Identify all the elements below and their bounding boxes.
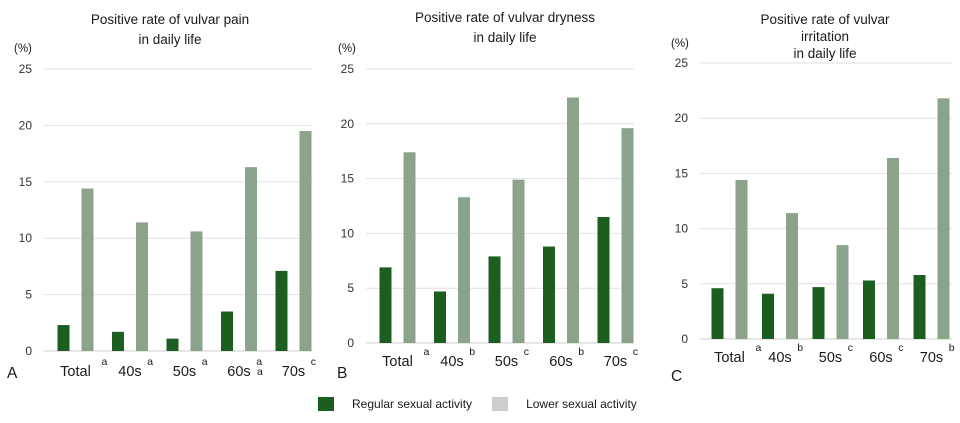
panel-a-bar-lower-50s — [190, 231, 203, 351]
panel-c-category-superscript: b — [949, 342, 955, 354]
panel-a-panel-letter: A — [7, 365, 18, 382]
panel-a-ytick-label: 10 — [19, 231, 33, 245]
panel-a-category-label: 60s — [227, 364, 250, 380]
panel-a-ytick-label: 0 — [25, 344, 32, 358]
panel-c-bar-lower-40s — [786, 213, 798, 339]
panel-a-ylabel: (%) — [14, 43, 32, 55]
panel-c-bar-regular-70s — [913, 274, 926, 339]
panel-a-category-superscript: a — [256, 356, 262, 368]
panel-b-title-line: in daily life — [473, 30, 536, 45]
panel-a-category-label: 50s — [173, 364, 196, 380]
panel-b-category-superscript: c — [633, 346, 638, 358]
panel-a-bar-regular-70s — [275, 270, 288, 351]
panel-b-bar-regular-total — [379, 267, 392, 343]
panel-a-bar-regular-60s — [221, 311, 233, 351]
panel-c-category-label: Total — [714, 350, 745, 366]
panel-c-ytick-label: 10 — [675, 222, 689, 236]
panel-b-bar-regular-60s — [543, 246, 555, 343]
panel-a-bar-lower-total — [81, 188, 94, 351]
panel-c-category-label: 60s — [869, 350, 892, 366]
panel-b-bar-lower-40s — [458, 197, 470, 343]
panel-c-category-superscript: c — [898, 342, 903, 354]
panel-a-title-line: in daily life — [138, 32, 201, 47]
panel-b-category-superscript: b — [469, 346, 475, 358]
panel-c-ytick-label: 25 — [675, 56, 689, 70]
panel-c-title-line: Positive rate of vulvar — [760, 12, 890, 27]
panel-a-category-label: 70s — [282, 364, 305, 380]
panel-c-title-line: in daily life — [793, 46, 856, 61]
panel-b-ytick-label: 5 — [347, 281, 354, 295]
panel-a-bar-regular-40s — [112, 331, 124, 351]
panel-c-ylabel: (%) — [671, 38, 689, 50]
legend-lower-swatch — [492, 397, 509, 411]
panel-b-bar-regular-40s — [434, 291, 446, 343]
panel-a-ytick-label: 5 — [25, 288, 32, 302]
panel-b-category-superscript: c — [524, 346, 529, 358]
panel-a-bar-lower-70s — [299, 131, 312, 351]
panel-b-category-label: 50s — [495, 354, 518, 370]
panel-a-category-superscript: a — [147, 356, 153, 368]
panel-b-category-label: 40s — [440, 354, 463, 370]
panel-a-bar-regular-50s — [166, 338, 179, 351]
panel-b-category-label: 60s — [549, 354, 572, 370]
panel-b-ytick-label: 10 — [341, 226, 355, 240]
panel-c-category-superscript: a — [756, 342, 762, 354]
panel-b-ytick-label: 15 — [341, 172, 355, 186]
panel-a-bar-regular-total — [57, 325, 70, 351]
panel-b-category-superscript: a — [424, 346, 430, 358]
panel-a-ytick-label: 25 — [19, 62, 33, 76]
panel-b-bar-lower-70s — [621, 128, 634, 343]
legend-regular-swatch — [318, 397, 334, 411]
panel-b-bar-regular-50s — [488, 256, 501, 343]
panel-c-category-superscript: c — [848, 342, 853, 354]
panel-a-bar-lower-40s — [136, 222, 148, 351]
panel-b-bar-lower-total — [403, 152, 416, 343]
panel-b-bar-lower-50s — [512, 179, 525, 343]
panel-a-category-label: 40s — [118, 364, 141, 380]
panel-b-category-superscript: b — [578, 346, 584, 358]
panel-c-ytick-label: 20 — [675, 111, 689, 125]
panel-b-category-label: 70s — [604, 354, 627, 370]
panel-c-ytick-label: 15 — [675, 166, 689, 180]
panel-b-panel-letter: B — [337, 365, 347, 382]
panel-c-category-superscript: b — [797, 342, 803, 354]
panel-c-category-label: 40s — [768, 350, 791, 366]
panel-a-category-superscript: a — [202, 356, 208, 368]
panel-a-extra-mark: a — [257, 366, 263, 378]
panel-c-bar-lower-total — [735, 180, 748, 339]
panel-c-bar-regular-total — [711, 288, 724, 339]
panel-b-ytick-label: 25 — [341, 62, 355, 76]
panel-b-ytick-label: 0 — [347, 336, 354, 350]
panel-c-category-label: 50s — [819, 350, 842, 366]
legend-regular-label: Regular sexual activity — [352, 397, 473, 411]
panel-c-bar-regular-60s — [863, 280, 875, 339]
panel-c-ytick-label: 5 — [681, 277, 688, 291]
panel-c-bar-regular-50s — [812, 287, 825, 339]
legend-lower-label: Lower sexual activity — [526, 397, 637, 411]
panel-b-title-line: Positive rate of vulvar dryness — [415, 10, 595, 25]
panel-c-bar-lower-50s — [836, 245, 849, 339]
panel-b-ylabel: (%) — [338, 43, 356, 55]
panel-c-bar-lower-60s — [887, 157, 899, 339]
legend: Regular sexual activity Lower sexual act… — [318, 396, 657, 412]
panel-b-category-label: Total — [382, 354, 413, 370]
panel-b-bar-regular-70s — [597, 216, 610, 343]
panel-b-bar-lower-60s — [567, 97, 579, 343]
panel-a-category-label: Total — [60, 364, 91, 380]
panel-c-panel-letter: C — [671, 368, 682, 385]
panel-c-bar-regular-40s — [762, 293, 774, 339]
panel-b-ytick-label: 20 — [341, 117, 355, 131]
panel-a-category-superscript: c — [311, 356, 316, 368]
panel-a-title-line: Positive rate of vulvar pain — [91, 12, 249, 27]
panel-a-bar-lower-60s — [245, 167, 257, 351]
panel-c-bar-lower-70s — [937, 98, 950, 339]
panel-c-category-label: 70s — [920, 350, 943, 366]
panel-c-ytick-label: 0 — [681, 332, 688, 346]
panel-a-ytick-label: 15 — [19, 175, 33, 189]
panel-a-ytick-label: 20 — [19, 118, 33, 132]
panel-c-title-line: irritation — [801, 29, 849, 44]
panel-a-category-superscript: a — [102, 356, 108, 368]
